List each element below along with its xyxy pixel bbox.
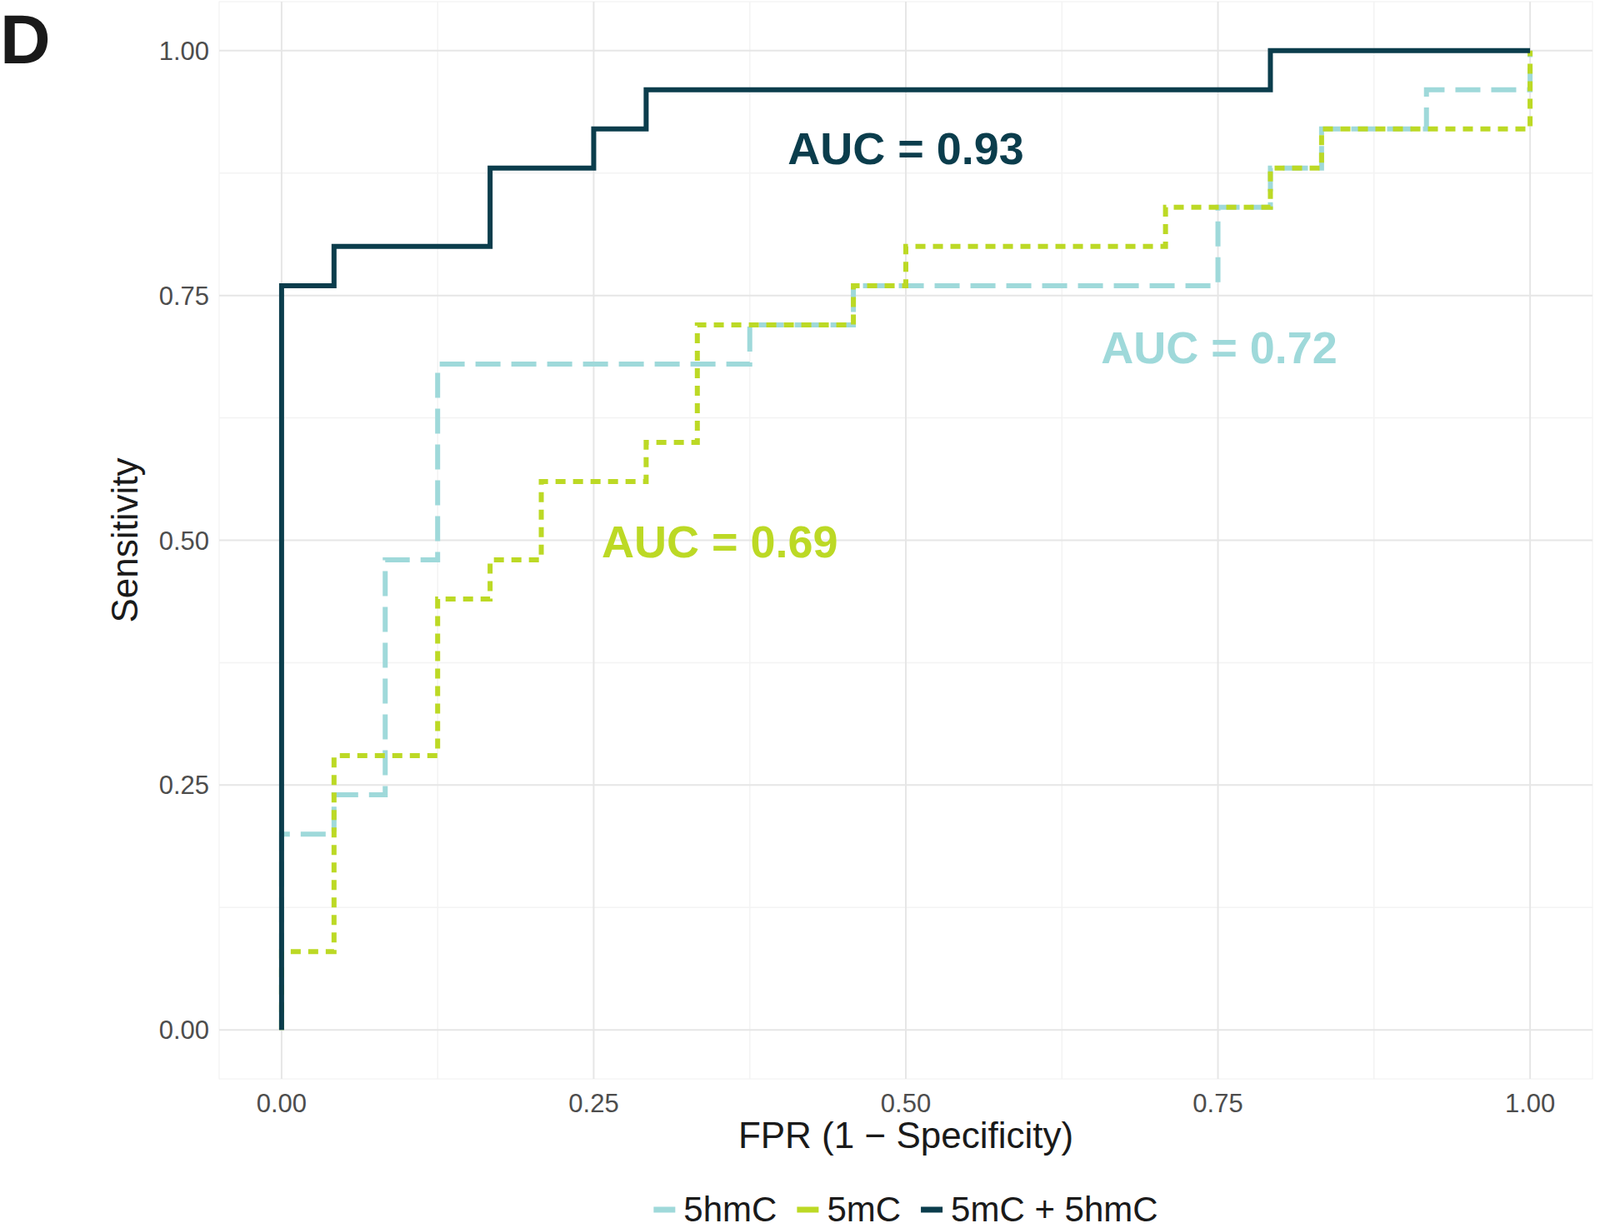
y-tick-label: 0.75 [159, 281, 210, 311]
grid [219, 1, 1593, 1080]
auc-annotation: AUC = 0.72 [1100, 322, 1338, 373]
y-axis-title: Sensitivity [104, 457, 145, 623]
plot-frame [219, 1, 1593, 1080]
legend-key [653, 1207, 675, 1214]
auc-annotation: AUC = 0.93 [787, 123, 1025, 174]
chart: 0.00 0.25 0.50 0.75 1.00 0.00 0.25 0.50 0.75 1.00… [0, 0, 1600, 1228]
y-tick-label: 0.00 [159, 1015, 210, 1045]
x-tick-label: 1.00 [1505, 1089, 1555, 1119]
y-tick-label: 0.25 [159, 770, 210, 800]
y-tick-label: 1.00 [159, 36, 210, 66]
roc-line [281, 50, 1530, 1030]
grid-line [219, 1029, 1593, 1031]
legend-key [796, 1207, 819, 1214]
x-tick-label: 0.75 [1192, 1089, 1243, 1119]
roc-line [281, 50, 1530, 1030]
legend-label: 5hmC [683, 1190, 777, 1228]
panel-label: D [0, 0, 51, 79]
grid-line [219, 540, 1593, 542]
grid-line [219, 295, 1593, 297]
y-tick-label: 0.50 [159, 526, 210, 556]
legend: 5hmC 5mC 5mC + 5hmC [653, 1190, 1158, 1228]
auc-annotation: AUC = 0.69 [601, 516, 839, 567]
roc-line [281, 50, 1530, 1030]
data-lines [281, 50, 1530, 1030]
grid-line [219, 784, 1593, 786]
x-tick-label: 0.00 [256, 1089, 307, 1119]
legend-label: 5mC + 5hmC [950, 1190, 1159, 1228]
legend-key [920, 1207, 943, 1214]
legend-label: 5mC [826, 1190, 901, 1228]
x-tick-label: 0.25 [568, 1089, 619, 1119]
x-tick-label: 0.50 [880, 1089, 931, 1119]
x-axis-title: FPR (1 − Specificity) [738, 1115, 1074, 1156]
